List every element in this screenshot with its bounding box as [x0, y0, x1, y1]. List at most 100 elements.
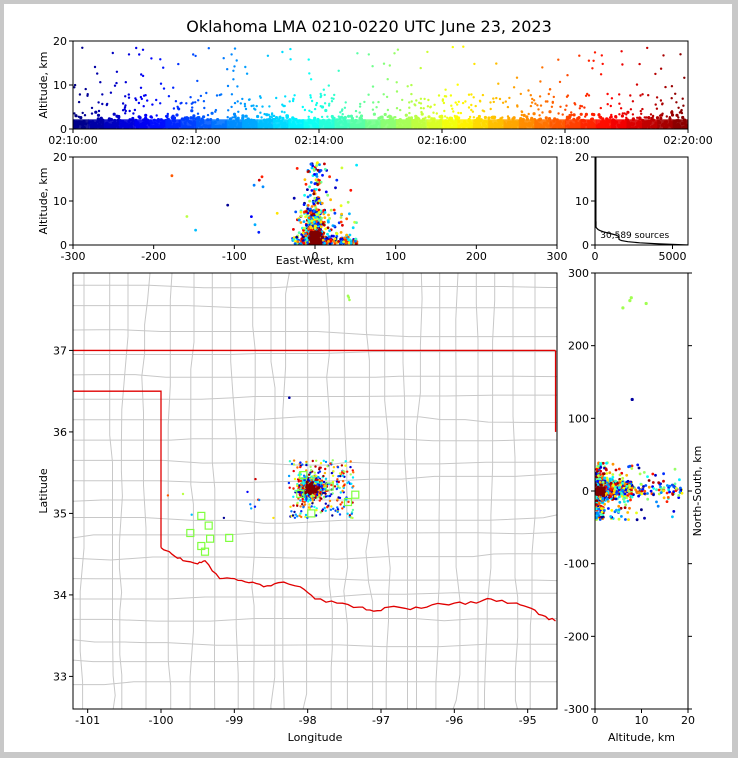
ta-band [257, 119, 274, 129]
ew-point [313, 173, 316, 176]
map-point [308, 503, 311, 506]
county-line [73, 532, 557, 539]
ta-point [433, 103, 436, 107]
map-point [310, 505, 313, 508]
ta-point [137, 115, 141, 119]
ta-point [101, 102, 104, 106]
ta-point [332, 97, 335, 101]
ta-point [470, 93, 473, 96]
map-point [341, 489, 344, 493]
ta-point [101, 93, 104, 96]
ta-point [610, 113, 613, 117]
ew-point [257, 178, 261, 182]
ew-point [308, 220, 311, 223]
ta-point [307, 58, 310, 61]
county-line [73, 351, 557, 355]
ta-band [411, 119, 428, 129]
ta-point [93, 65, 97, 69]
ew-point [309, 162, 313, 166]
ta-band [211, 119, 228, 129]
ta-point [90, 106, 94, 110]
ta-point [558, 80, 562, 84]
ta-band [472, 119, 489, 129]
ew-point [304, 215, 307, 219]
map-point [332, 470, 335, 473]
ew-point [354, 242, 358, 245]
ew-point [305, 210, 308, 213]
ta-point [658, 114, 662, 117]
ta-point [450, 104, 453, 107]
ta-point [371, 65, 374, 68]
ta-point [661, 112, 664, 115]
ta-point [519, 92, 522, 96]
county-line [282, 273, 290, 709]
ta-point [452, 110, 455, 113]
ta-point [646, 46, 649, 50]
county-line [365, 273, 374, 709]
ta-point [424, 116, 427, 119]
ta-point [677, 116, 680, 119]
ta-point [230, 53, 233, 56]
ta-band [88, 119, 105, 129]
ta-point [426, 105, 430, 108]
map-point [293, 510, 296, 514]
ta-band [303, 119, 320, 129]
ta-point [218, 93, 221, 97]
ta-point [236, 100, 239, 103]
ta-point [459, 111, 463, 115]
map-point [331, 474, 335, 477]
county-line [109, 273, 116, 709]
ew-point [327, 240, 330, 243]
ew-point [339, 231, 343, 234]
ta-point [625, 113, 628, 116]
ta-point [598, 116, 601, 119]
ta-point [383, 112, 387, 117]
ta-point [124, 81, 128, 84]
ta-point [77, 100, 81, 104]
ta-point [565, 104, 568, 107]
ta-point [322, 88, 325, 91]
ta-point [393, 116, 396, 119]
ta-point [520, 110, 523, 113]
ew-point [314, 178, 318, 182]
ta-point [97, 109, 101, 113]
ta-point [77, 115, 81, 119]
ta-point [404, 113, 408, 117]
county-line [435, 273, 441, 709]
ta-point [289, 47, 292, 51]
ta-band [134, 119, 151, 129]
ew-point [309, 225, 313, 229]
ew-point [339, 220, 343, 224]
ta-point [319, 105, 322, 108]
ta-point [347, 114, 351, 118]
ta-point [344, 101, 347, 104]
ew-point [304, 182, 308, 186]
ta-point [654, 72, 657, 76]
ew-point [315, 233, 319, 237]
ta-point [456, 103, 459, 106]
map-point [296, 504, 299, 507]
ta-point [629, 108, 633, 111]
ta-point [155, 98, 158, 102]
ew-point [339, 237, 342, 241]
ta-point [444, 95, 448, 98]
ta-point [422, 107, 425, 110]
map-point [324, 502, 327, 505]
ta-point [227, 109, 230, 112]
ta-point [675, 113, 679, 117]
ew-point [323, 216, 327, 220]
county-line [73, 329, 557, 338]
ta-point [587, 59, 591, 62]
ta-point [162, 66, 165, 69]
ew-point [347, 241, 351, 245]
ta-point [191, 116, 195, 120]
ta-point [190, 109, 194, 113]
ta-point [177, 62, 180, 66]
ta-point [520, 113, 523, 117]
map-point [292, 495, 295, 498]
ta-point [572, 113, 576, 117]
ta-point [522, 113, 526, 117]
ew-point [292, 238, 295, 241]
ew-point [340, 212, 343, 216]
ta-point [395, 81, 398, 84]
